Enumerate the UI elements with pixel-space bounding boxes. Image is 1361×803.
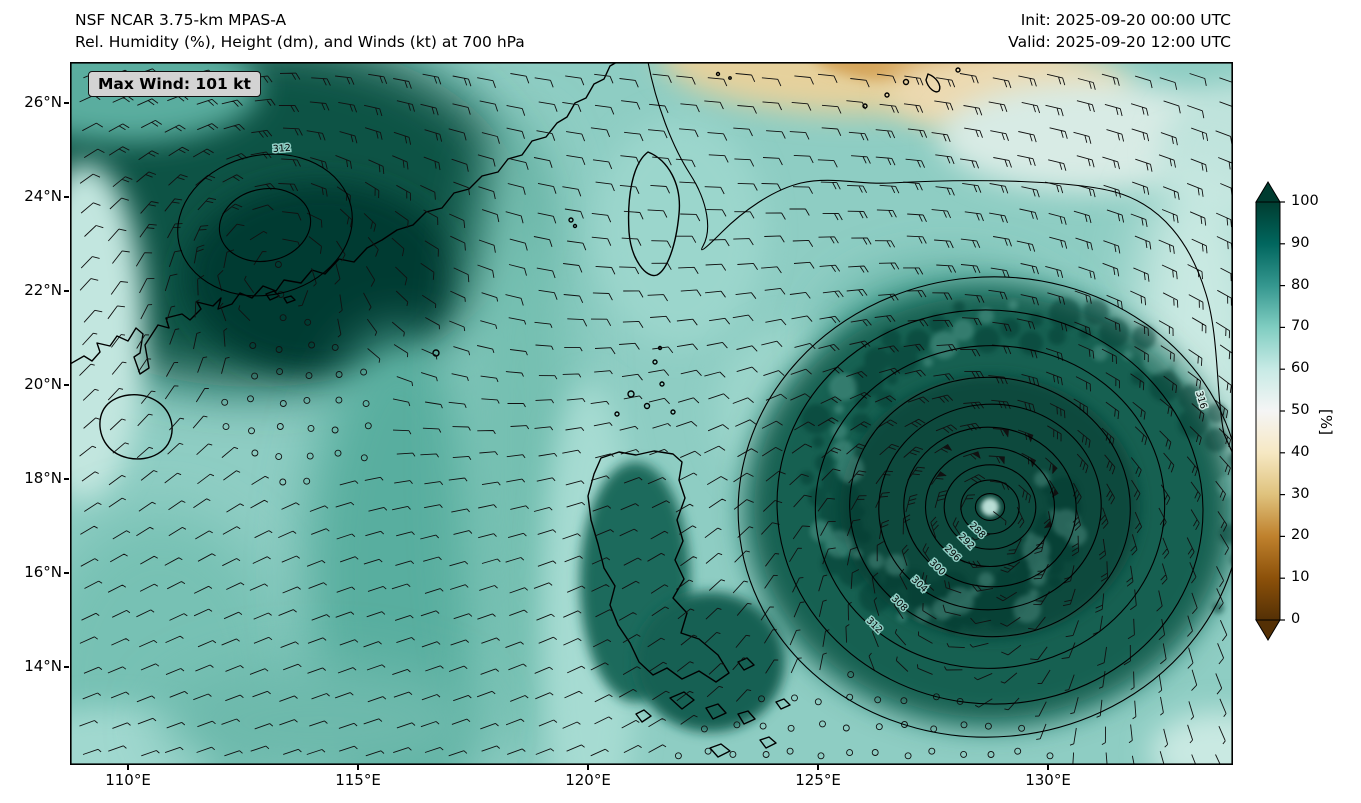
coast-pearl-delta-islands — [265, 290, 296, 304]
y-tick-mark — [64, 196, 69, 198]
colorbar-extend-top — [1255, 181, 1281, 203]
y-tick-label: 20°N — [24, 374, 62, 393]
inland-low-contour-outer — [177, 153, 353, 297]
coast-hainan — [99, 394, 173, 460]
figure-titles: NSF NCAR 3.75-km MPAS-A Rel. Humidity (%… — [75, 9, 525, 53]
colorbar — [1255, 181, 1285, 641]
y-tick-label: 26°N — [24, 92, 62, 111]
colorbar-tick-label: 90 — [1291, 234, 1310, 251]
coast-penghu-2 — [572, 223, 578, 229]
x-tick-label: 130°E — [1025, 771, 1071, 789]
coast-south-china — [70, 62, 618, 375]
colorbar-gradient — [1255, 201, 1281, 621]
x-tick-mark — [1047, 765, 1049, 770]
x-tick-label: 110°E — [105, 771, 151, 789]
y-tick-label: 14°N — [24, 656, 62, 675]
x-tick-label: 120°E — [565, 771, 611, 789]
y-tick-mark — [64, 290, 69, 292]
map-plot: 288 292 296 300 304 308 312 312 316 — [70, 62, 1233, 765]
model-title: NSF NCAR 3.75-km MPAS-A — [75, 11, 287, 29]
y-tick-mark — [64, 572, 69, 574]
y-tick-mark — [64, 666, 69, 668]
y-tick-mark — [64, 384, 69, 386]
plot-border — [70, 62, 1233, 765]
x-tick-mark — [587, 765, 589, 770]
coast-ryukyu — [715, 67, 961, 109]
valid-time: Valid: 2025-09-20 12:00 UTC — [1008, 33, 1231, 51]
colorbar-tick-label: 50 — [1291, 402, 1310, 418]
colorbar-tick-label: 40 — [1291, 443, 1310, 460]
coast-taiwan — [627, 151, 681, 277]
colorbar-tick-label: 20 — [1291, 527, 1310, 544]
colorbar-tick-label: 60 — [1291, 360, 1310, 377]
y-tick-label: 24°N — [24, 186, 62, 205]
colorbar-tick-label: 100 — [1291, 193, 1319, 209]
init-time: Init: 2025-09-20 00:00 UTC — [1020, 11, 1231, 29]
typhoon-cloud-texture-dark — [800, 298, 1233, 633]
colorbar-extend-bottom — [1255, 619, 1281, 641]
x-tick-label: 115°E — [335, 771, 381, 789]
field-title: Rel. Humidity (%), Height (dm), and Wind… — [75, 33, 525, 51]
colorbar-ticks — [1280, 201, 1285, 621]
x-tick-mark — [127, 765, 129, 770]
y-tick-mark — [64, 102, 69, 104]
contour-label-312-inland: 312 — [272, 143, 291, 155]
coast-philippine-islands — [635, 657, 791, 758]
colorbar-tick-label: 70 — [1291, 318, 1310, 335]
colorbar-tick-label: 30 — [1291, 485, 1310, 502]
height-contours — [177, 62, 1233, 738]
inland-low-contour-inner — [218, 187, 312, 263]
y-tick-label: 22°N — [24, 280, 62, 299]
x-tick-label: 125°E — [795, 771, 841, 789]
colorbar-tick-label: 80 — [1291, 276, 1310, 293]
humidity-shading — [70, 62, 1233, 765]
figure-times: Init: 2025-09-20 00:00 UTC Valid: 2025-0… — [1008, 9, 1231, 53]
coastlines — [70, 62, 961, 758]
colorbar-tick-label: 0 — [1291, 611, 1301, 627]
x-tick-mark — [817, 765, 819, 770]
max-wind-badge: Max Wind: 101 kt — [88, 71, 261, 97]
y-tick-label: 16°N — [24, 562, 62, 581]
x-tick-mark — [357, 765, 359, 770]
map-canvas: 288 292 296 300 304 308 312 312 316 — [70, 62, 1233, 765]
outer-316-contour — [647, 62, 1233, 455]
coast-penghu — [568, 217, 574, 223]
colorbar-tick-label: 10 — [1291, 569, 1310, 586]
y-tick-label: 18°N — [24, 468, 62, 487]
y-tick-mark — [64, 478, 69, 480]
